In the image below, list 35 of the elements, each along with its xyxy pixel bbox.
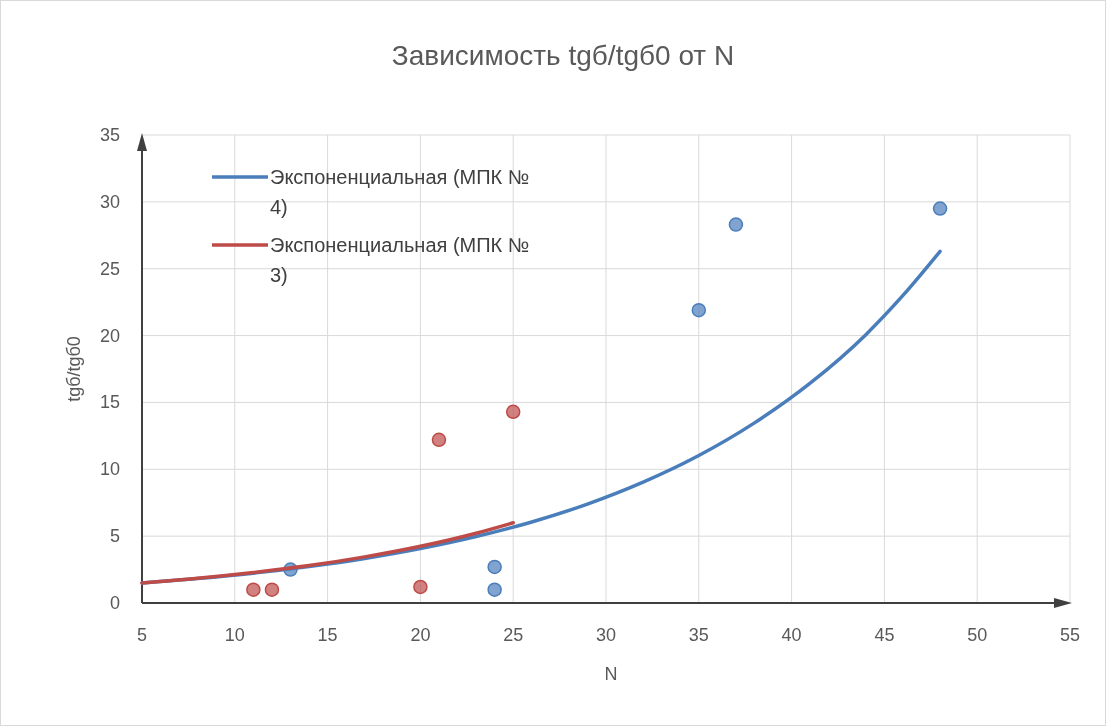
x-tick-label: 55 bbox=[1059, 625, 1081, 645]
x-tick-label: 25 bbox=[503, 625, 524, 645]
point bbox=[932, 201, 948, 216]
point bbox=[728, 217, 744, 232]
y-tick-label: 20 bbox=[99, 325, 120, 346]
y-tick-label: 30 bbox=[99, 191, 120, 212]
point bbox=[487, 559, 502, 575]
x-tick-label: 5 bbox=[136, 625, 148, 645]
y-tick-label: 0 bbox=[109, 593, 120, 613]
point bbox=[487, 582, 502, 597]
y-tick-label: 10 bbox=[99, 459, 120, 480]
point bbox=[691, 302, 707, 318]
y-tick-label: 5 bbox=[109, 526, 120, 547]
x-tick-label: 40 bbox=[781, 625, 802, 645]
chart-title: Зависимость tgб/tgб0 от N bbox=[391, 40, 735, 71]
x-tick-label: 15 bbox=[317, 625, 338, 645]
y-tick-label: 35 bbox=[99, 125, 120, 145]
x-tick-label: 10 bbox=[224, 625, 245, 645]
x-tick-label: 35 bbox=[688, 625, 709, 645]
line-series bbox=[140, 521, 515, 585]
y-tick-label: 25 bbox=[99, 258, 120, 279]
point bbox=[264, 582, 280, 597]
point bbox=[246, 582, 261, 597]
x-tick-label: 20 bbox=[410, 625, 431, 645]
point bbox=[413, 579, 428, 595]
y-axis-title: tgб/tgб0 bbox=[64, 336, 84, 402]
legend-label: Экспоненциальная (МПК № 3) bbox=[270, 234, 530, 286]
y-tick-label: 15 bbox=[99, 392, 120, 413]
x-tick-label: 30 bbox=[595, 625, 617, 645]
x-tick-label: 50 bbox=[967, 625, 988, 645]
point bbox=[505, 404, 521, 420]
legend-label: Экспоненциальная (МПК № 4) bbox=[270, 166, 530, 218]
x-tick-label: 45 bbox=[874, 625, 895, 645]
point bbox=[431, 432, 447, 448]
x-axis-title: N bbox=[604, 664, 618, 684]
